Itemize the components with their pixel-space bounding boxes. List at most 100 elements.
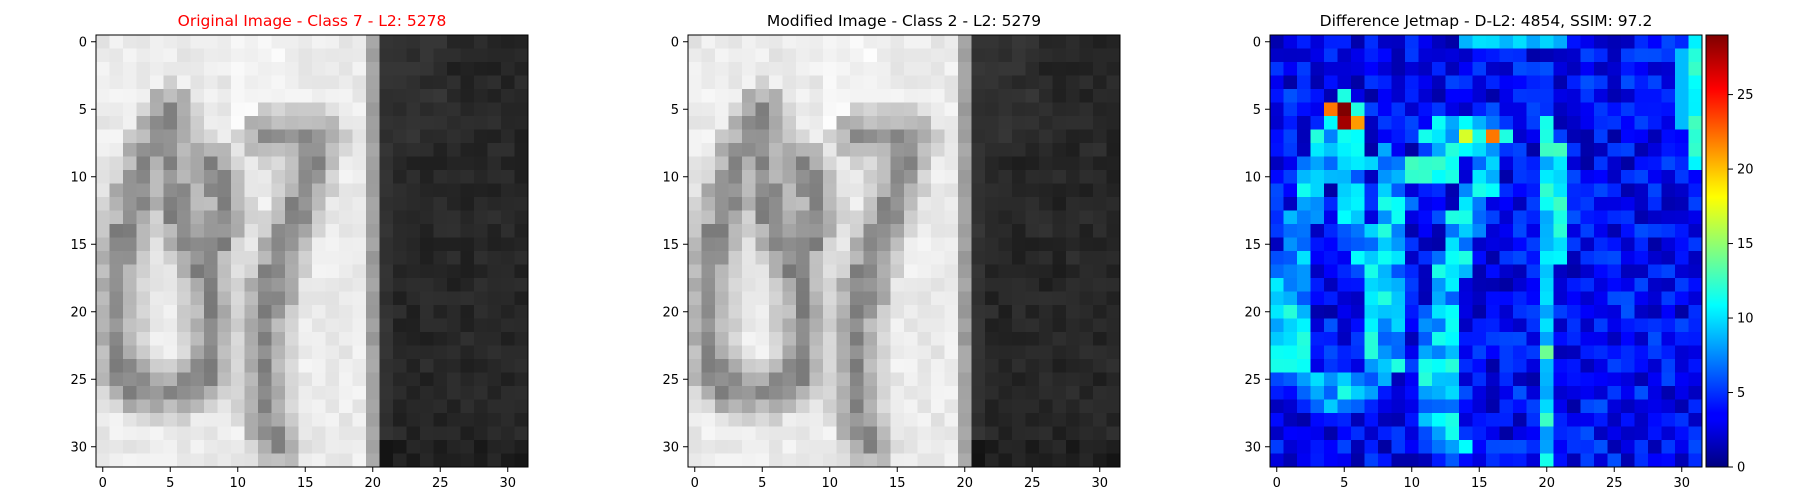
pixel [958, 116, 972, 130]
pixel [447, 251, 461, 265]
pixel [123, 386, 137, 400]
diff-pixel [1459, 318, 1473, 333]
pixel [944, 332, 959, 346]
diff-pixel [1324, 440, 1338, 454]
pixel [1039, 318, 1053, 333]
pixel [1079, 183, 1094, 198]
diff-pixel [1391, 35, 1406, 49]
pixel [1093, 305, 1107, 319]
pixel [809, 359, 824, 373]
pixel [393, 156, 407, 171]
pixel [1039, 62, 1053, 76]
y-tick-label: 30 [662, 440, 679, 455]
diff-pixel [1459, 62, 1473, 76]
pixel [1012, 305, 1026, 319]
pixel [971, 251, 986, 265]
diff-pixel [1283, 291, 1298, 306]
diff-pixel [1337, 318, 1352, 333]
pixel [1012, 35, 1026, 49]
pixel [204, 305, 218, 319]
diff-pixel [1621, 224, 1635, 238]
pixel [487, 170, 502, 184]
pixel [285, 210, 299, 225]
pixel [285, 426, 299, 441]
diff-pixel [1445, 305, 1460, 319]
pixel [1093, 318, 1107, 333]
pixel [796, 143, 810, 157]
diff-pixel [1472, 305, 1487, 319]
pixel [190, 399, 205, 414]
pixel [1012, 426, 1026, 441]
diff-pixel [1540, 251, 1554, 265]
pixel [701, 35, 716, 49]
diff-pixel [1513, 399, 1527, 414]
pixel [460, 291, 475, 306]
pixel [204, 453, 218, 468]
pixel [433, 75, 448, 90]
pixel [1025, 156, 1040, 171]
pixel [701, 453, 716, 468]
pixel [904, 35, 918, 49]
pixel [985, 156, 999, 171]
diff-pixel [1580, 372, 1595, 387]
diff-pixel [1445, 35, 1460, 49]
pixel [809, 75, 824, 90]
diff-pixel [1513, 440, 1527, 454]
pixel [231, 399, 245, 414]
pixel [1025, 251, 1040, 265]
pixel [1079, 251, 1094, 265]
pixel [163, 372, 178, 387]
diff-pixel [1337, 116, 1352, 130]
pixel [258, 62, 272, 76]
pixel [325, 264, 340, 279]
pixel [487, 48, 502, 63]
pixel [244, 237, 259, 252]
pixel [890, 440, 905, 454]
pixel [1066, 278, 1080, 292]
pixel [231, 251, 245, 265]
pixel [1052, 237, 1067, 252]
diff-pixel [1283, 89, 1298, 103]
diff-pixel [1418, 426, 1433, 441]
pixel [501, 237, 515, 252]
diff-pixel [1283, 48, 1298, 63]
pixel [904, 372, 918, 387]
diff-pixel [1378, 156, 1392, 171]
pixel [782, 75, 797, 90]
pixel [460, 48, 475, 63]
pixel [271, 62, 286, 76]
pixel [393, 129, 407, 144]
diff-pixel [1540, 89, 1554, 103]
diff-pixel [1391, 426, 1406, 441]
diff-pixel [1486, 143, 1500, 157]
pixel [944, 291, 959, 306]
diff-pixel [1621, 102, 1635, 117]
pixel [728, 129, 743, 144]
diff-pixel [1607, 62, 1622, 76]
pixel [998, 264, 1013, 279]
pixel [447, 413, 461, 427]
diff-pixel [1418, 35, 1433, 49]
diff-pixel [1634, 372, 1649, 387]
pixel [688, 264, 702, 279]
diff-pixel [1540, 62, 1554, 76]
diff-pixel [1634, 278, 1649, 292]
pixel [285, 359, 299, 373]
pixel [944, 372, 959, 387]
pixel [877, 35, 891, 49]
pixel [285, 372, 299, 387]
pixel [863, 386, 878, 400]
pixel [204, 102, 218, 117]
diff-pixel [1526, 332, 1541, 346]
diff-pixel [1580, 237, 1595, 252]
diff-pixel [1499, 305, 1514, 319]
pixel [231, 48, 245, 63]
diff-pixel [1405, 332, 1419, 346]
pixel [796, 359, 810, 373]
pixel [917, 116, 932, 130]
pixel [217, 116, 232, 130]
pixel [823, 62, 837, 76]
diff-pixel [1351, 210, 1365, 225]
diff-pixel [1661, 62, 1676, 76]
diff-pixel [1648, 264, 1662, 279]
